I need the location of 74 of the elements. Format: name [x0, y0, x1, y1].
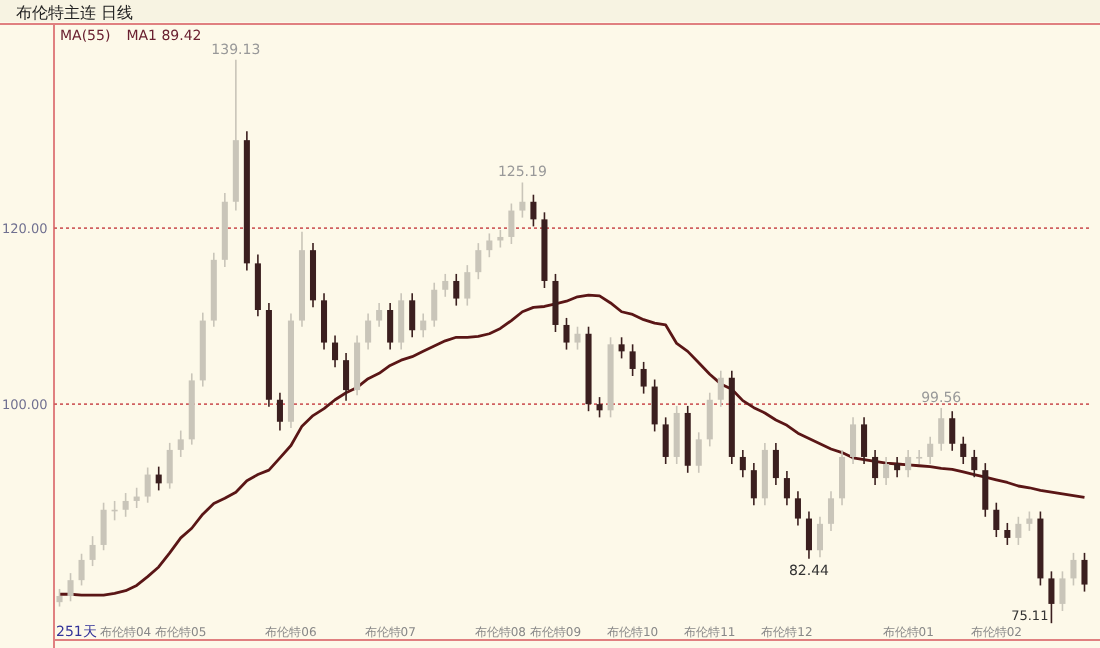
candlestick — [838, 449, 846, 507]
candlestick — [475, 242, 482, 280]
candlestick — [960, 435, 967, 465]
candlestick — [78, 552, 85, 587]
candlestick — [618, 336, 625, 360]
candlestick — [442, 273, 449, 298]
candlestick — [883, 456, 890, 486]
candlestick — [1026, 510, 1033, 532]
candlestick — [596, 396, 603, 419]
candlestick — [332, 334, 339, 368]
candlestick — [993, 501, 1000, 538]
candlestick — [276, 391, 283, 432]
candlestick — [166, 442, 173, 490]
candlestick — [850, 416, 857, 465]
candlestick — [431, 281, 438, 328]
candlestick — [772, 442, 779, 486]
candlestick — [695, 431, 702, 474]
candlestick — [894, 456, 901, 478]
candlestick — [464, 264, 471, 307]
candlestick — [1048, 570, 1055, 624]
candlestick — [1070, 552, 1077, 587]
candlestick — [486, 232, 493, 258]
candlestick — [805, 510, 812, 560]
candlestick — [750, 462, 757, 507]
candlestick — [365, 312, 372, 351]
candlestick — [508, 202, 515, 245]
candlestick — [343, 352, 350, 402]
candlestick — [453, 273, 460, 307]
candlestick — [739, 449, 746, 478]
candlestick — [574, 325, 581, 351]
candlestick — [563, 317, 570, 351]
candlestick — [794, 490, 801, 527]
candlestick — [861, 416, 868, 465]
candlestick — [651, 378, 658, 433]
candlestick — [420, 312, 427, 339]
candlestick — [783, 470, 790, 507]
candlestick — [552, 273, 559, 333]
candlestick — [938, 407, 945, 452]
candlestick — [905, 449, 912, 478]
candlestick — [155, 465, 162, 492]
candlestick — [254, 253, 261, 317]
candlestick — [409, 292, 416, 339]
candlestick — [640, 361, 647, 395]
candlestick — [100, 501, 107, 552]
candlestick — [706, 391, 713, 448]
candlestick — [177, 429, 184, 458]
candlestick — [320, 292, 328, 351]
candlestick — [144, 466, 151, 504]
candlestick — [376, 302, 383, 328]
candlestick — [354, 334, 361, 397]
candlestick — [717, 369, 724, 408]
candlestick — [1081, 552, 1088, 593]
candlestick — [916, 449, 923, 465]
candlestick — [1015, 516, 1022, 546]
candlestick — [1004, 522, 1011, 546]
candlestick — [971, 449, 978, 478]
candlestick — [816, 516, 824, 559]
candlestick — [67, 572, 74, 603]
candlestick — [387, 302, 394, 351]
candlestick — [662, 416, 669, 465]
candlestick — [927, 435, 934, 465]
candlestick — [872, 449, 879, 486]
candlestick — [398, 292, 405, 351]
candlestick — [1059, 570, 1066, 612]
candlestick — [673, 405, 680, 465]
candlestick — [629, 343, 636, 377]
chart-title: 布伦特主连 日线 — [16, 4, 134, 22]
candlestick — [530, 193, 537, 228]
candlestick — [519, 181, 526, 219]
candlestick — [982, 462, 989, 518]
candlestick — [122, 492, 129, 518]
candlestick — [89, 535, 96, 567]
candlestick — [827, 490, 835, 532]
candlestick — [949, 410, 956, 452]
